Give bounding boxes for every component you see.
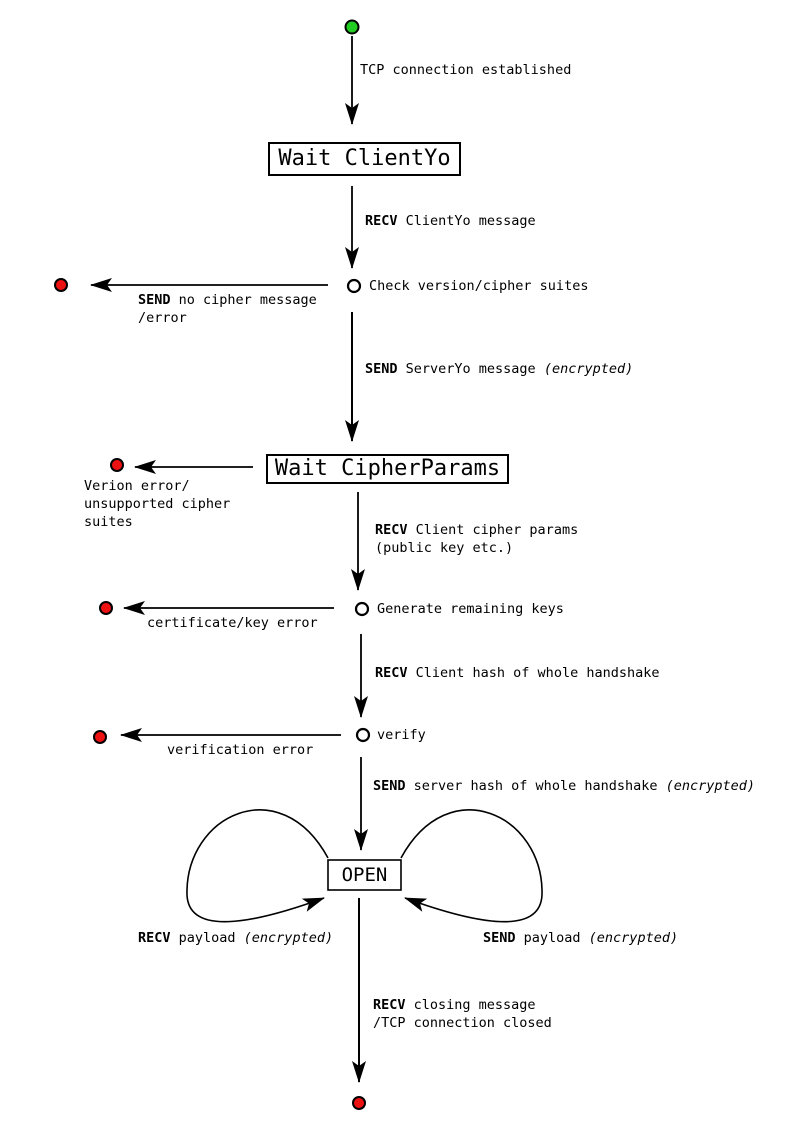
label-recv-payload: RECV payload (encrypted) bbox=[138, 929, 333, 947]
error-end-node-2 bbox=[110, 458, 124, 472]
label-line2: unsupported cipher bbox=[84, 496, 231, 512]
state-box-open bbox=[327, 859, 402, 891]
generate-keys-node bbox=[354, 601, 370, 617]
label-text: no cipher message bbox=[170, 292, 317, 308]
keyword-send: SEND bbox=[483, 930, 516, 946]
state-box-wait-cipherparams bbox=[266, 454, 509, 484]
final-end-node bbox=[352, 1096, 366, 1110]
state-box-wait-clientyo bbox=[268, 142, 461, 176]
label-text: payload bbox=[515, 930, 589, 946]
label-cert-key-error: certificate/key error bbox=[147, 615, 318, 631]
label-text: server hash of whole handshake bbox=[405, 778, 666, 794]
keyword-recv: RECV bbox=[373, 997, 406, 1013]
keyword-send: SEND bbox=[365, 361, 398, 377]
loop-recv-payload bbox=[186, 809, 329, 923]
keyword-recv: RECV bbox=[375, 665, 408, 681]
state-wait-clientyo: Wait ClientYo bbox=[278, 146, 451, 171]
verify-node bbox=[355, 727, 371, 743]
generate-keys-label: Generate remaining keys bbox=[377, 601, 564, 617]
keyword-send: SEND bbox=[138, 292, 171, 308]
label-recv-closing: RECV closing message /TCP connection clo… bbox=[373, 996, 552, 1032]
loop-send-payload bbox=[400, 809, 543, 923]
label-send-server-hash: SEND server hash of whole handshake (enc… bbox=[373, 777, 755, 795]
label-no-cipher-error: SEND no cipher message /error bbox=[138, 291, 317, 327]
keyword-recv: RECV bbox=[365, 213, 398, 229]
label-line3: suites bbox=[84, 514, 133, 530]
label-recv-clientyo: RECV ClientYo message bbox=[365, 212, 536, 230]
error-end-node-3 bbox=[99, 601, 113, 615]
label-version-error: Verion error/ unsupported cipher suites bbox=[84, 477, 230, 531]
label-line2: /error bbox=[138, 310, 187, 326]
label-line2: /TCP connection closed bbox=[373, 1015, 552, 1031]
label-recv-client-hash: RECV Client hash of whole handshake bbox=[375, 664, 659, 682]
label-tcp-established: TCP connection established bbox=[360, 62, 572, 78]
label-encrypted: (encrypted) bbox=[588, 930, 679, 946]
label-text: Client hash of whole handshake bbox=[407, 665, 660, 681]
label-verification-error: verification error bbox=[167, 742, 314, 758]
label-text: closing message bbox=[405, 997, 536, 1013]
label-recv-cipher-params: RECV Client cipher params (public key et… bbox=[375, 521, 578, 557]
label-encrypted: (encrypted) bbox=[243, 930, 334, 946]
error-end-node-4 bbox=[93, 730, 107, 744]
keyword-recv: RECV bbox=[138, 930, 171, 946]
check-version-node bbox=[346, 278, 362, 294]
state-wait-cipherparams: Wait CipherParams bbox=[274, 456, 501, 481]
keyword-recv: RECV bbox=[375, 522, 408, 538]
label-send-payload: SEND payload (encrypted) bbox=[483, 929, 678, 947]
verify-label: verify bbox=[377, 727, 426, 743]
label-text: payload bbox=[170, 930, 244, 946]
label-encrypted: (encrypted) bbox=[543, 361, 634, 377]
label-line1: Verion error/ bbox=[84, 478, 190, 494]
label-text: Client cipher params bbox=[407, 522, 579, 538]
label-text: ClientYo message bbox=[397, 213, 536, 229]
label-line2: (public key etc.) bbox=[375, 540, 514, 556]
label-send-serveryo: SEND ServerYo message (encrypted) bbox=[365, 360, 633, 378]
label-encrypted: (encrypted) bbox=[665, 778, 756, 794]
state-open: OPEN bbox=[341, 864, 388, 886]
label-text: ServerYo message bbox=[397, 361, 544, 377]
check-version-label: Check version/cipher suites bbox=[369, 278, 589, 294]
error-end-node-1 bbox=[54, 278, 68, 292]
keyword-send: SEND bbox=[373, 778, 406, 794]
start-node bbox=[344, 19, 360, 35]
